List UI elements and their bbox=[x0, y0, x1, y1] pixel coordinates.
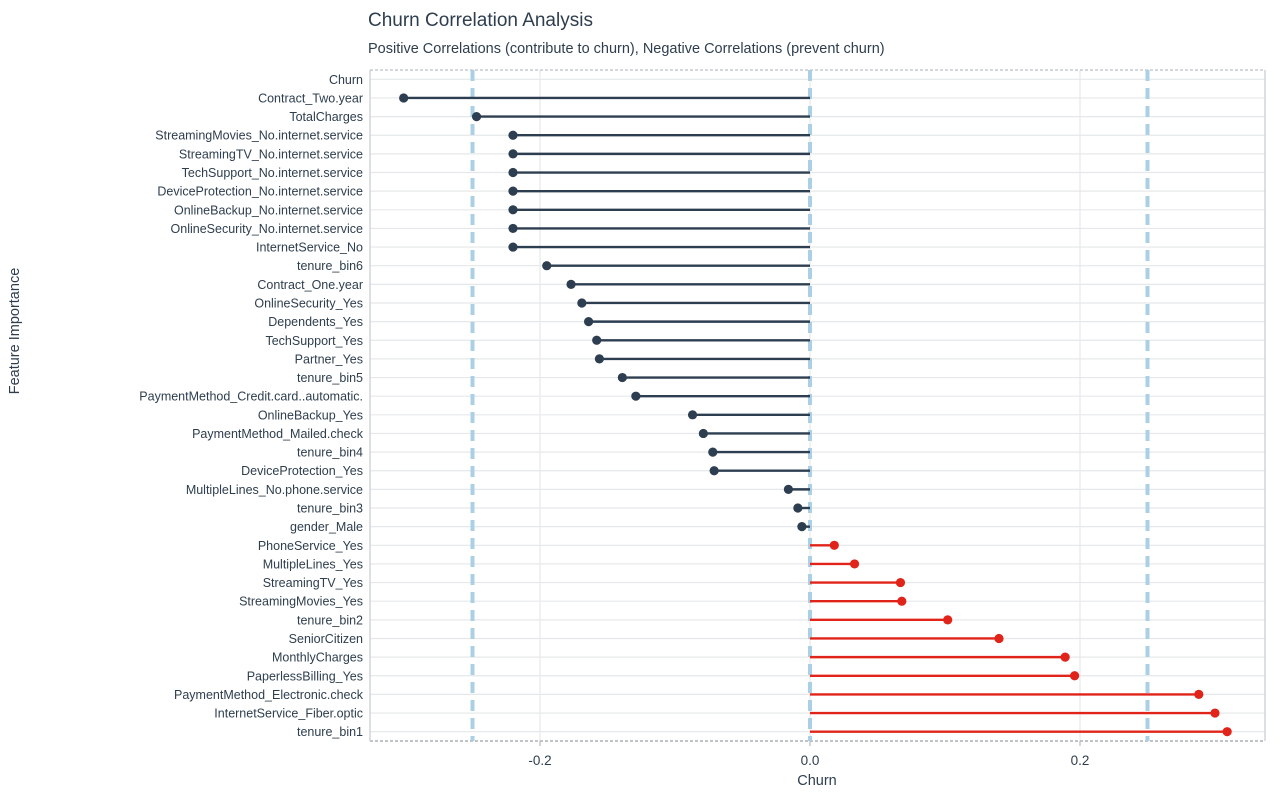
y-axis-label: tenure_bin2 bbox=[297, 613, 363, 627]
lollipop-dot bbox=[594, 354, 605, 364]
y-axis-label: OnlineSecurity_Yes bbox=[254, 296, 363, 310]
lollipop-dot bbox=[709, 466, 719, 476]
y-axis-label: Contract_Two.year bbox=[258, 91, 363, 105]
y-axis-label: Dependents_Yes bbox=[268, 315, 363, 329]
y-axis-label: Contract_One.year bbox=[257, 278, 363, 292]
lollipop-dot bbox=[829, 540, 839, 550]
y-axis-label: Partner_Yes bbox=[295, 352, 363, 366]
y-axis-label: tenure_bin6 bbox=[297, 259, 363, 273]
chart-subtitle: Positive Correlations (contribute to chu… bbox=[368, 41, 885, 57]
y-axis-label: SeniorCitizen bbox=[289, 632, 363, 646]
lollipop-dot bbox=[708, 447, 718, 457]
y-axis-label: MonthlyCharges bbox=[272, 651, 363, 665]
lollipop-dot bbox=[471, 111, 482, 122]
y-axis-label: InternetService_Fiber.optic bbox=[214, 707, 363, 721]
lollipop-dot bbox=[542, 261, 552, 271]
y-axis-label: StreamingMovies_Yes bbox=[239, 595, 363, 609]
lollipop-dot bbox=[783, 484, 794, 494]
x-tick-label: 0.0 bbox=[801, 753, 820, 768]
y-axis-label: OnlineSecurity_No.internet.service bbox=[171, 222, 363, 236]
lollipop-dot bbox=[1194, 689, 1204, 700]
lollipop-dot bbox=[698, 428, 708, 439]
lollipop-dot bbox=[895, 577, 906, 588]
lollipop-dot bbox=[897, 596, 907, 606]
lollipop-dot bbox=[793, 503, 803, 513]
y-axis-label: DeviceProtection_Yes bbox=[241, 464, 363, 478]
lollipop-dot bbox=[1210, 708, 1220, 718]
lollipop-dot bbox=[797, 522, 807, 532]
lollipop-dot bbox=[508, 167, 518, 178]
chart-title: Churn Correlation Analysis bbox=[368, 10, 593, 31]
y-axis-label: tenure_bin5 bbox=[297, 371, 363, 385]
lollipop-dot bbox=[592, 335, 602, 345]
lollipop-dot bbox=[1222, 727, 1232, 737]
y-axis-label: MultipleLines_Yes bbox=[263, 557, 363, 571]
y-axis-label: TotalCharges bbox=[289, 110, 363, 124]
lollipop-dot bbox=[849, 559, 860, 569]
lollipop-dot bbox=[577, 298, 587, 308]
y-axis-label: DeviceProtection_No.internet.service bbox=[157, 185, 363, 199]
y-axis-label: tenure_bin3 bbox=[297, 502, 363, 516]
y-axis-label: InternetService_No bbox=[256, 241, 363, 255]
y-axis-label: StreamingTV_No.internet.service bbox=[179, 147, 363, 161]
x-axis-title: Churn bbox=[797, 773, 837, 789]
lollipop-dot bbox=[508, 205, 518, 215]
lollipop-dot bbox=[399, 93, 409, 103]
y-axis-label: PaymentMethod_Electronic.check bbox=[174, 688, 364, 702]
y-axis-label: tenure_bin4 bbox=[297, 446, 363, 460]
lollipop-dot bbox=[943, 615, 953, 625]
lollipop-dot bbox=[508, 149, 518, 159]
lollipop-dot bbox=[617, 372, 627, 383]
y-axis-label: MultipleLines_No.phone.service bbox=[186, 483, 363, 497]
y-axis-label: TechSupport_No.internet.service bbox=[182, 166, 363, 180]
y-axis-label: Churn bbox=[329, 73, 363, 87]
y-axis-label: OnlineBackup_No.internet.service bbox=[174, 203, 363, 217]
lollipop-dot bbox=[1060, 652, 1070, 662]
lollipop-dot bbox=[631, 391, 641, 401]
y-axis-label: OnlineBackup_Yes bbox=[258, 408, 363, 422]
lollipop-dot bbox=[584, 317, 594, 327]
lollipop-dot bbox=[508, 130, 518, 140]
y-axis-label: StreamingTV_Yes bbox=[263, 576, 363, 590]
lollipop-dot bbox=[508, 186, 518, 196]
y-axis-label: gender_Male bbox=[290, 520, 363, 534]
lollipop-dot bbox=[508, 223, 518, 234]
y-axis-label: PaperlessBilling_Yes bbox=[247, 669, 363, 683]
lollipop-dot bbox=[1070, 671, 1080, 681]
lollipop-dot bbox=[994, 633, 1004, 644]
lollipop-dot bbox=[687, 410, 698, 420]
y-axis-label: PaymentMethod_Mailed.check bbox=[192, 427, 364, 441]
lollipop-dot bbox=[508, 242, 518, 252]
y-axis-label: StreamingMovies_No.internet.service bbox=[155, 129, 363, 143]
y-axis-label: TechSupport_Yes bbox=[265, 334, 363, 348]
y-axis-label: PaymentMethod_Credit.card..automatic. bbox=[139, 390, 363, 404]
y-axis-label: PhoneService_Yes bbox=[258, 539, 363, 553]
y-axis-label: tenure_bin1 bbox=[297, 725, 363, 739]
x-tick-label: -0.2 bbox=[528, 753, 551, 768]
x-tick-label: 0.2 bbox=[1071, 753, 1090, 768]
lollipop-dot bbox=[566, 279, 576, 289]
